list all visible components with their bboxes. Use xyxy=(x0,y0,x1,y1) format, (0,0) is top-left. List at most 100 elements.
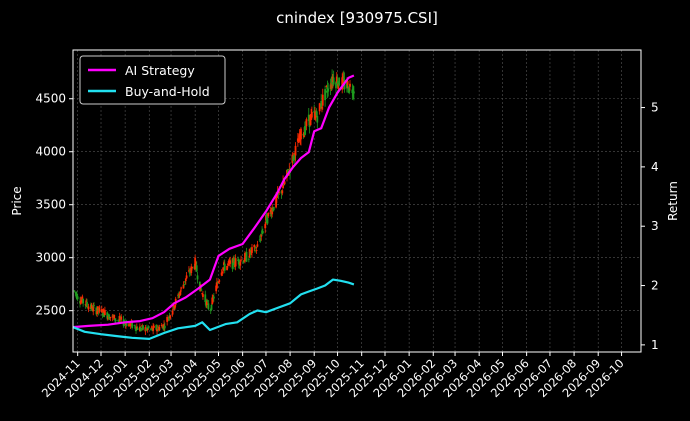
candle-body xyxy=(287,174,290,176)
candle-body xyxy=(155,325,158,330)
candle-body xyxy=(182,284,185,289)
candle-body xyxy=(278,191,281,193)
candle-body xyxy=(244,253,246,262)
candle-body xyxy=(98,307,101,312)
candle-body xyxy=(108,316,111,320)
candle-body xyxy=(283,181,286,185)
candle-body xyxy=(286,169,289,173)
candle-body xyxy=(158,327,161,331)
candle-body xyxy=(337,84,340,90)
candle-body xyxy=(264,224,267,229)
y-tick-label-right: 3 xyxy=(651,219,659,233)
candle-body xyxy=(135,328,137,332)
candle-body xyxy=(267,212,270,217)
candle-body xyxy=(191,266,193,269)
candle-body xyxy=(166,317,169,322)
candle-body xyxy=(190,266,193,273)
candle-body xyxy=(204,294,207,302)
candle-body xyxy=(211,297,214,305)
series-line-ai-strategy xyxy=(72,74,355,329)
y-tick-label-left: 4500 xyxy=(35,92,66,106)
candle-body xyxy=(229,260,232,264)
candle-body xyxy=(133,324,136,326)
candle-body xyxy=(117,319,120,321)
candle-body xyxy=(163,325,166,329)
candle-body xyxy=(259,238,262,242)
y-tick-label-right: 5 xyxy=(651,101,659,115)
candle-body xyxy=(172,302,175,309)
candle-body xyxy=(145,329,148,331)
legend-label-ai-strategy: AI Strategy xyxy=(125,63,195,78)
candle-body xyxy=(315,110,318,116)
candle-body xyxy=(253,244,256,248)
candle-body xyxy=(222,267,225,271)
candle-body xyxy=(309,114,312,126)
candle-body xyxy=(310,111,313,118)
candle-body xyxy=(106,312,109,319)
candle-body xyxy=(113,314,116,320)
candle-body xyxy=(134,326,137,329)
candle-body xyxy=(156,329,158,332)
candle-body xyxy=(146,328,149,331)
candle-body xyxy=(254,247,257,248)
series-line-buy-and-hold xyxy=(72,278,355,340)
candle-body xyxy=(131,321,134,328)
candle-body xyxy=(254,250,256,252)
candle-body xyxy=(226,266,228,270)
candle-body xyxy=(271,207,274,215)
candle-body xyxy=(196,275,199,280)
candle-body xyxy=(100,309,103,312)
candle-body xyxy=(171,310,174,315)
y-tick-label-left: 2500 xyxy=(35,304,66,318)
candle-body xyxy=(160,324,163,327)
candle-body xyxy=(349,83,351,87)
candle-body xyxy=(93,305,95,307)
candle-body xyxy=(212,296,215,299)
candle-body xyxy=(73,290,76,292)
y-tick-label-right: 2 xyxy=(651,279,659,293)
candle-body xyxy=(294,145,297,156)
candle-body xyxy=(345,82,348,89)
candle-body xyxy=(336,81,339,87)
candle-body xyxy=(114,320,117,321)
y-tick-label-left: 4000 xyxy=(35,145,66,159)
candle-body xyxy=(320,100,323,109)
candle-body xyxy=(120,316,123,320)
candle-body xyxy=(200,289,203,291)
candle-body xyxy=(210,304,213,310)
candle-body xyxy=(92,306,95,312)
candle-body xyxy=(316,115,319,123)
y-axis-label-left: Price xyxy=(10,186,24,215)
candle-body xyxy=(74,292,77,293)
candle-body xyxy=(226,263,229,265)
chart-title: cnindex [930975.CSI] xyxy=(276,9,438,27)
candle-body xyxy=(136,327,139,331)
candle-body xyxy=(109,316,112,318)
candle-body xyxy=(75,292,78,295)
legend: AI Strategy Buy-and-Hold xyxy=(79,55,226,105)
candle-body xyxy=(79,300,82,305)
candle-body xyxy=(216,282,218,289)
y-tick-label-left: 3500 xyxy=(35,198,66,212)
candle-body xyxy=(76,296,79,300)
legend-box xyxy=(79,55,226,105)
candle-body xyxy=(256,244,259,247)
candle-body xyxy=(282,181,284,189)
candle-body xyxy=(293,153,295,155)
candle-body xyxy=(281,190,284,194)
candle-body xyxy=(292,156,295,162)
candle-body xyxy=(86,301,88,306)
candle-body xyxy=(338,77,341,86)
candle-body xyxy=(153,326,155,328)
candle-body xyxy=(96,311,99,314)
legend-label-buy-and-hold: Buy-and-Hold xyxy=(125,84,210,99)
candle-body xyxy=(174,305,176,309)
candle-body xyxy=(313,111,316,113)
candle-body xyxy=(231,258,234,269)
y-tick-label-right: 1 xyxy=(651,338,659,352)
candle-body xyxy=(325,85,328,88)
candle-body xyxy=(102,309,105,314)
candle-body xyxy=(239,262,242,266)
candle-body xyxy=(261,231,264,234)
